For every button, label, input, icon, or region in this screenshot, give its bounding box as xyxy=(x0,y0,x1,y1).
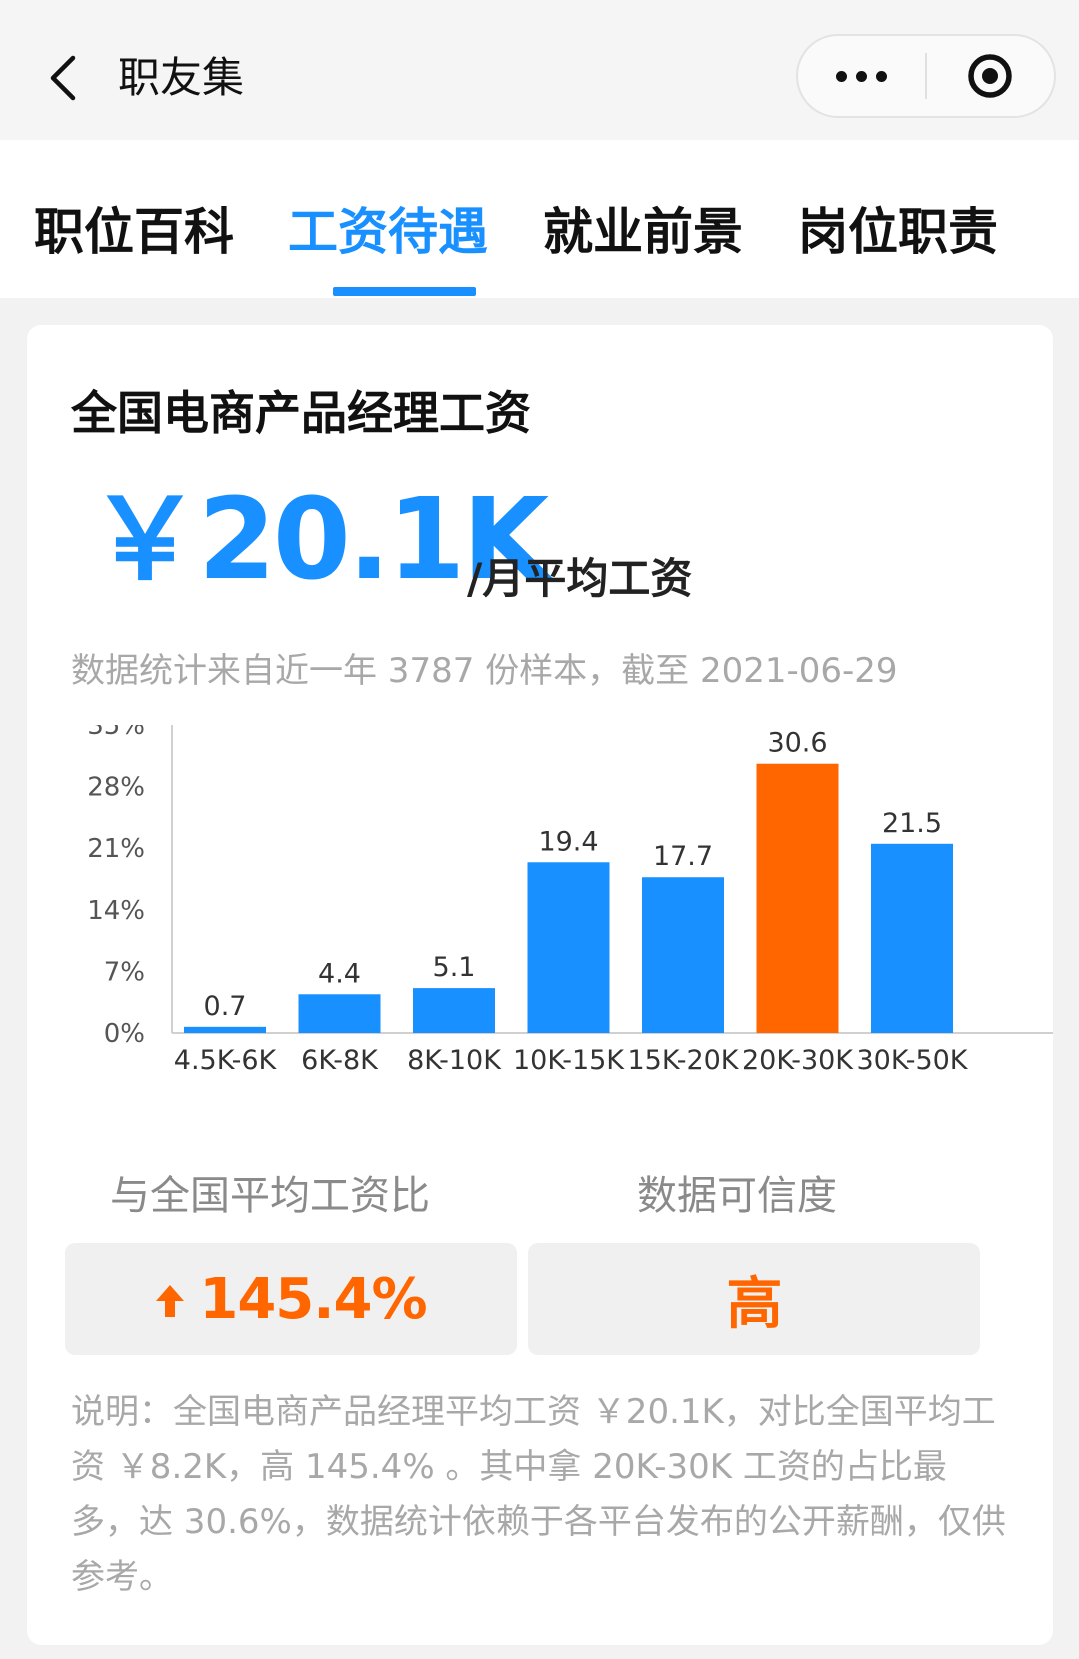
tab-salary[interactable]: 工资待遇 xyxy=(288,203,488,261)
y-tick-label: 21% xyxy=(87,834,145,864)
tab-prospects[interactable]: 就业前景 xyxy=(543,203,743,261)
card-title: 全国电商产品经理工资 xyxy=(71,386,531,440)
x-tick-label: 30K-50K xyxy=(856,1045,968,1076)
mini-program-capsule xyxy=(796,34,1056,118)
compare-value: 145.4% xyxy=(199,1266,427,1332)
y-tick-label: 7% xyxy=(104,957,145,987)
x-tick-label: 20K-30K xyxy=(742,1045,854,1076)
salary-card: 全国电商产品经理工资 ￥20.1K /月平均工资 数据统计来自近一年 3787 … xyxy=(27,325,1053,1645)
target-circle-icon xyxy=(968,54,1013,98)
more-dots-icon xyxy=(836,70,887,82)
y-tick-label: 0% xyxy=(104,1019,145,1049)
bar-20K-30K xyxy=(756,763,839,1033)
bar-value-label: 19.4 xyxy=(538,826,598,857)
bar-6K-8K xyxy=(298,994,381,1033)
arrow-up-icon xyxy=(156,1284,185,1317)
close-button[interactable] xyxy=(927,36,1054,116)
bar-4.5K-6K xyxy=(184,1026,266,1033)
bar-value-label: 30.6 xyxy=(767,728,827,759)
compare-label: 与全国平均工资比 xyxy=(110,1173,430,1219)
x-tick-label: 4.5K-6K xyxy=(174,1045,278,1076)
x-tick-label: 8K-10K xyxy=(407,1045,502,1076)
capsule-divider xyxy=(925,53,927,99)
reliability-value: 高 xyxy=(726,1271,783,1337)
y-tick-label: 28% xyxy=(87,773,145,803)
bar-value-label: 5.1 xyxy=(433,952,476,983)
average-salary-value: ￥20.1K xyxy=(89,475,549,605)
compare-box: 145.4% xyxy=(65,1243,517,1355)
stats-source-note: 数据统计来自近一年 3787 份样本，截至 2021-06-29 xyxy=(71,651,898,691)
reliability-box: 高 xyxy=(528,1243,980,1355)
salary-unit-label: /月平均工资 xyxy=(467,554,693,603)
y-tick-label: 14% xyxy=(87,896,145,926)
top-bar: 职友集 xyxy=(0,0,1079,140)
x-tick-label: 15K-20K xyxy=(627,1045,739,1076)
bar-value-label: 0.7 xyxy=(204,991,247,1022)
chevron-left-icon xyxy=(50,55,76,101)
active-tab-indicator xyxy=(333,287,476,296)
bar-value-label: 21.5 xyxy=(882,808,942,839)
bar-10K-15K xyxy=(527,862,610,1033)
reliability-label: 数据可信度 xyxy=(637,1173,837,1219)
y-tick-label: 35% xyxy=(87,725,145,741)
bar-8K-10K xyxy=(413,988,495,1033)
tab-encyclopedia[interactable]: 职位百科 xyxy=(34,203,234,261)
x-tick-label: 6K-8K xyxy=(301,1045,379,1076)
bar-30K-50K xyxy=(871,843,953,1033)
x-tick-label: 10K-15K xyxy=(513,1045,625,1076)
back-button[interactable] xyxy=(38,48,88,108)
bar-value-label: 4.4 xyxy=(318,958,361,989)
tab-bar: 职位百科 工资待遇 就业前景 岗位职责 xyxy=(0,140,1079,298)
tab-responsibilities[interactable]: 岗位职责 xyxy=(798,203,998,261)
salary-distribution-chart: 0% 7% 14% 21% 28% 35% 0.7 4.5K-6K 4.4 6K-8K 5.1 8K-… xyxy=(87,725,1053,1076)
app-title: 职友集 xyxy=(118,53,245,102)
explanation-text: 说明：全国电商产品经理平均工资 ￥20.1K，对比全国平均工资 ￥8.2K，高 … xyxy=(71,1392,1006,1597)
bar-15K-20K xyxy=(642,877,724,1033)
compare-metric: 145.4% xyxy=(155,1266,428,1332)
bar-value-label: 17.7 xyxy=(653,841,713,872)
more-button[interactable] xyxy=(798,36,925,116)
